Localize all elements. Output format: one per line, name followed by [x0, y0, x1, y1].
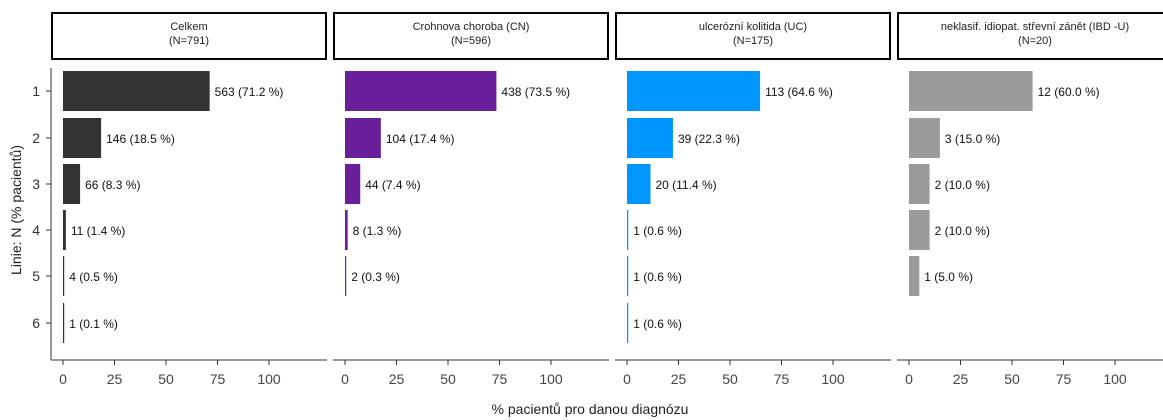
x-tick-label: 100: [1103, 371, 1127, 387]
bar-data-label: 8 (1.3 %): [353, 224, 402, 238]
bar-data-label: 563 (71.2 %): [215, 85, 284, 99]
facet-subtitle: (N=20): [1018, 35, 1052, 47]
bar-data-label: 12 (60.0 %): [1038, 85, 1100, 99]
bar: [627, 164, 651, 204]
facet-title: Celkem: [170, 21, 207, 33]
x-tick-label: 50: [158, 371, 174, 387]
bar-data-label: 113 (64.6 %): [765, 85, 833, 99]
bar: [345, 164, 361, 204]
x-tick-label: 50: [722, 371, 738, 387]
bar: [909, 256, 920, 296]
bar: [627, 303, 629, 343]
x-tick-label: 100: [539, 371, 563, 387]
bar-data-label: 1 (0.6 %): [633, 270, 682, 284]
bar-data-label: 39 (22.3 %): [678, 132, 740, 146]
y-tick-label: 6: [32, 315, 40, 331]
bar-data-label: 66 (8.3 %): [85, 178, 140, 192]
bar-data-label: 1 (0.6 %): [633, 317, 682, 331]
x-tick-label: 50: [440, 371, 456, 387]
y-tick-label: 3: [32, 176, 40, 192]
x-tick-label: 100: [257, 371, 281, 387]
bar: [909, 118, 940, 158]
bar-data-label: 104 (17.4 %): [386, 132, 455, 146]
y-tick-label: 2: [32, 130, 40, 146]
y-tick-label: 4: [32, 222, 40, 238]
x-tick-label: 0: [623, 371, 631, 387]
bar-data-label: 44 (7.4 %): [365, 178, 420, 192]
x-tick-label: 100: [821, 371, 845, 387]
bar: [345, 118, 381, 158]
x-tick-label: 25: [107, 371, 123, 387]
y-tick-label: 5: [32, 268, 40, 284]
bar: [627, 118, 673, 158]
facet-panel: Celkem (N=791) 0 25 50 75 100 563 (71.2 %) 146 (…: [51, 12, 327, 387]
bar: [63, 71, 210, 111]
bar: [627, 256, 629, 296]
x-tick-label: 75: [210, 371, 226, 387]
facet-header: [51, 12, 327, 60]
bar-data-label: 2 (10.0 %): [935, 178, 990, 192]
bar-data-label: 3 (15.0 %): [945, 132, 1000, 146]
facet-subtitle: (N=791): [169, 35, 209, 47]
bar: [345, 256, 347, 296]
bar-data-label: 438 (73.5 %): [501, 85, 570, 99]
facet-title: neklasif. idiopat. střevní zánět (IBD -U…: [941, 21, 1129, 33]
facet-panels: Celkem (N=791) 0 25 50 75 100 563 (71.2 %) 146 (…: [51, 12, 1163, 387]
facet-title: Crohnova choroba (CN): [413, 21, 530, 33]
x-tick-label: 0: [341, 371, 349, 387]
bar-data-label: 2 (10.0 %): [935, 224, 990, 238]
bar: [909, 164, 930, 204]
bar: [909, 210, 930, 250]
x-tick-label: 75: [774, 371, 790, 387]
bar-data-label: 2 (0.3 %): [351, 270, 400, 284]
y-axis: 1 2 3 4 5 6: [32, 68, 52, 360]
bar-data-label: 1 (0.1 %): [69, 317, 118, 331]
bar: [63, 210, 66, 250]
bar: [345, 210, 348, 250]
facet-panel: neklasif. idiopat. střevní zánět (IBD -U…: [897, 12, 1163, 387]
bar-data-label: 1 (5.0 %): [924, 270, 973, 284]
facet-panel: Crohnova choroba (CN) (N=596) 0 25 50 75 100 43…: [333, 12, 609, 387]
x-tick-label: 50: [1004, 371, 1020, 387]
facet-panel: ulcerózní kolitida (UC) (N=175) 0 25 50 75 100…: [615, 12, 891, 387]
bar: [345, 71, 497, 111]
bar: [63, 164, 81, 204]
bar-data-label: 4 (0.5 %): [69, 270, 118, 284]
x-tick-label: 75: [492, 371, 508, 387]
x-tick-label: 25: [389, 371, 405, 387]
bar: [627, 71, 761, 111]
y-tick-label: 1: [32, 83, 40, 99]
bar: [909, 71, 1033, 111]
bar: [63, 256, 65, 296]
bar: [63, 303, 65, 343]
facet-header: [333, 12, 609, 60]
bar-data-label: 11 (1.4 %): [71, 224, 125, 238]
x-tick-label: 0: [59, 371, 67, 387]
x-tick-label: 25: [953, 371, 969, 387]
facet-subtitle: (N=175): [733, 35, 773, 47]
bar: [63, 118, 102, 158]
x-tick-label: 0: [905, 371, 913, 387]
y-axis-title: Linie: N (% pacientů): [8, 145, 24, 275]
facet-header: [897, 12, 1163, 60]
x-axis-title: % pacientů pro danou diagnózu: [492, 401, 689, 417]
facet-subtitle: (N=596): [451, 35, 491, 47]
x-tick-label: 25: [671, 371, 687, 387]
bar-data-label: 20 (11.4 %): [655, 178, 716, 192]
x-tick-label: 75: [1056, 371, 1072, 387]
bar-data-label: 1 (0.6 %): [633, 224, 682, 238]
facet-title: ulcerózní kolitida (UC): [699, 21, 807, 33]
bar: [627, 210, 629, 250]
facet-header: [615, 12, 891, 60]
bar-data-label: 146 (18.5 %): [106, 132, 175, 146]
